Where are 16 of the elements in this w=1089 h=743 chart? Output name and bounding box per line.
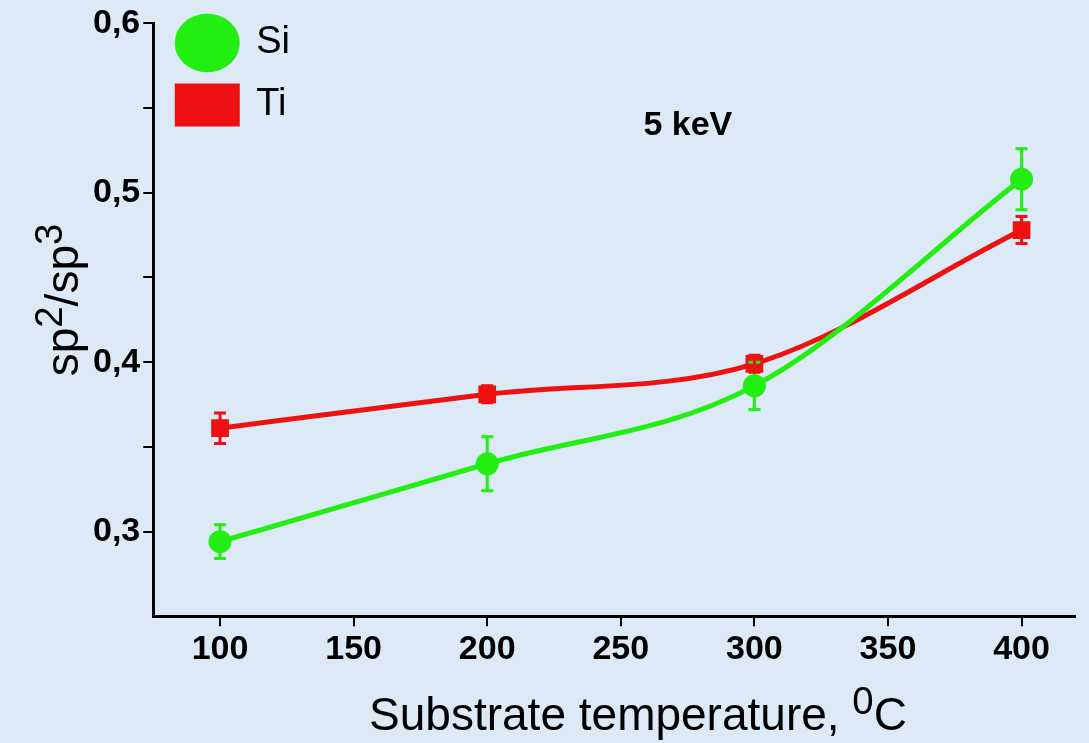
x-tick-label: 250 [592,627,650,666]
x-tick-label: 350 [859,627,917,666]
point [211,419,229,438]
x-tick-label: 300 [726,627,783,666]
x-axis-title: Substrate temperature, $^{0}$C [368,678,908,741]
y-tick-label: 0,4 [93,340,141,379]
y-tick-label: 0,6 [93,1,141,40]
x-tick-label: 400 [993,627,1050,666]
y-tick-label: 0,5 [93,171,141,210]
x-tick-label: 200 [458,627,516,666]
y-tick-label: 0,3 [93,509,141,548]
annotation: 5 keV [643,103,733,142]
x-tick-label: 150 [325,627,383,666]
legend-label: Si [256,19,291,62]
legend-label: Ti [256,81,287,124]
x-tick-label: 100 [191,627,249,666]
